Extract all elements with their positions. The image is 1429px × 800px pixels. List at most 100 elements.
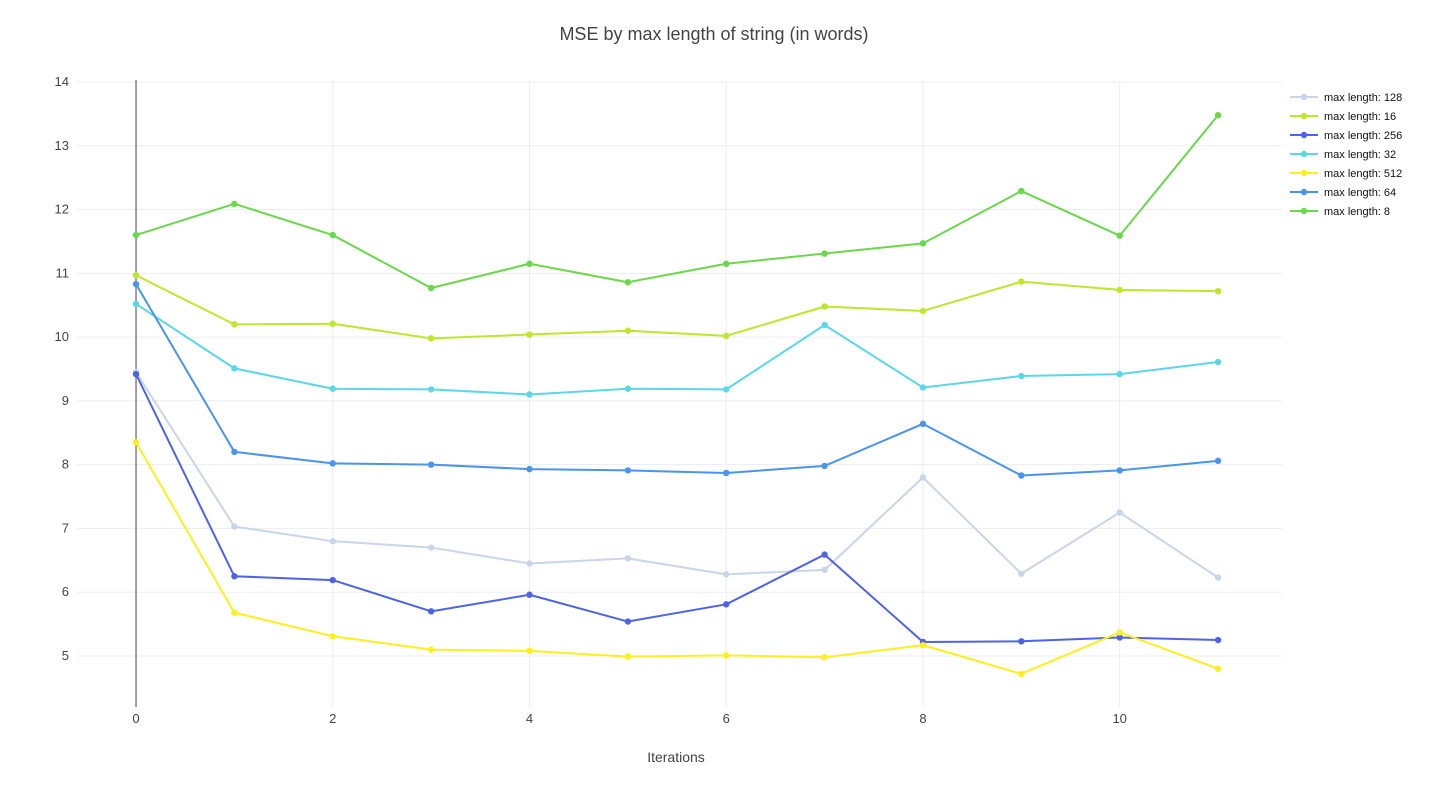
legend-item[interactable]: max length: 8 [1290, 206, 1390, 218]
data-point [1116, 286, 1123, 294]
data-point [132, 272, 140, 279]
series-0 [132, 368, 1222, 581]
data-point [1116, 634, 1123, 641]
legend-label: max length: 32 [1324, 149, 1396, 161]
data-point [526, 260, 533, 267]
data-point [723, 601, 730, 608]
data-point [329, 633, 336, 640]
x-tick-label: 10 [1112, 711, 1126, 726]
series-line [135, 371, 1219, 579]
data-point [624, 555, 632, 562]
legend-label: max length: 512 [1324, 168, 1402, 180]
data-point [1214, 111, 1222, 119]
legend-label: max length: 64 [1324, 187, 1396, 199]
data-point [624, 653, 632, 660]
legend[interactable]: max length: 128 max length: 16 max length:… [1290, 92, 1402, 218]
data-point [329, 320, 336, 327]
legend-item[interactable]: max length: 32 [1290, 149, 1396, 161]
chart-title: MSE by max length of string (in words) [559, 24, 868, 44]
data-point [1214, 665, 1222, 672]
y-tick-label: 9 [62, 393, 69, 408]
data-point [526, 331, 533, 338]
data-point [427, 386, 435, 393]
legend-item[interactable]: max length: 256 [1290, 130, 1402, 142]
data-point [526, 465, 533, 473]
x-tick-label: 8 [919, 711, 926, 726]
legend-item[interactable]: max length: 512 [1290, 168, 1402, 180]
data-point [919, 420, 927, 428]
data-point [723, 469, 730, 477]
series-line [135, 373, 1219, 643]
data-point [231, 573, 238, 580]
series-6 [132, 111, 1222, 292]
data-point [1116, 467, 1123, 474]
x-axis-title: Iterations [647, 749, 705, 765]
data-point [1018, 472, 1025, 479]
data-point [1214, 636, 1222, 644]
series-line [135, 274, 1219, 340]
data-point [624, 385, 632, 392]
data-point [1116, 232, 1123, 239]
data-point [1214, 574, 1222, 581]
data-point [1018, 187, 1025, 195]
data-point [821, 321, 828, 329]
data-point [427, 544, 435, 551]
legend-label: max length: 256 [1324, 130, 1402, 142]
x-tick-label: 4 [526, 711, 533, 726]
data-point [1116, 629, 1123, 636]
data-point [1018, 372, 1025, 380]
legend-swatch-marker [1300, 131, 1308, 139]
data-point [1214, 287, 1222, 295]
series-5 [132, 280, 1222, 479]
data-point [821, 250, 828, 257]
series-4 [132, 439, 1222, 678]
legend-item[interactable]: max length: 128 [1290, 92, 1402, 104]
data-point [231, 200, 238, 208]
series-3 [132, 300, 1222, 398]
data-point [329, 537, 336, 545]
legend-swatch-marker [1300, 169, 1308, 177]
x-tick-label: 6 [723, 711, 730, 726]
data-point [132, 231, 140, 239]
legend-swatch-marker [1300, 188, 1308, 196]
data-point [231, 523, 238, 530]
data-point [231, 448, 238, 456]
data-point [231, 365, 238, 372]
data-point [132, 300, 140, 308]
data-point [821, 566, 828, 574]
series-line [135, 303, 1219, 396]
y-tick-label: 8 [62, 457, 69, 472]
data-point [624, 618, 632, 625]
data-point [329, 385, 336, 392]
legend-swatch-marker [1300, 150, 1308, 158]
data-point [329, 231, 336, 239]
data-point [427, 284, 435, 292]
series-line [135, 283, 1219, 477]
grid [77, 81, 1282, 707]
y-tick-label: 11 [56, 265, 70, 280]
legend-item[interactable]: max length: 64 [1290, 187, 1396, 199]
y-tick-label: 6 [62, 584, 69, 599]
data-point [1116, 509, 1123, 516]
data-point [821, 551, 828, 558]
series-2 [132, 370, 1222, 646]
data-point [1214, 358, 1222, 366]
data-point [624, 327, 632, 334]
data-point [624, 467, 632, 474]
data-point [329, 576, 336, 584]
x-tick-label: 0 [132, 711, 139, 726]
data-point [231, 321, 238, 328]
legend-swatch-marker [1300, 207, 1308, 215]
data-point [1018, 570, 1025, 577]
data-point [132, 439, 140, 446]
plot-area [132, 111, 1222, 678]
data-point [919, 641, 927, 649]
legend-item[interactable]: max length: 16 [1290, 111, 1396, 123]
data-point [723, 652, 730, 659]
data-point [132, 370, 140, 378]
data-point [427, 335, 435, 342]
series-line [135, 441, 1219, 675]
data-point [231, 609, 238, 616]
data-point [427, 461, 435, 468]
